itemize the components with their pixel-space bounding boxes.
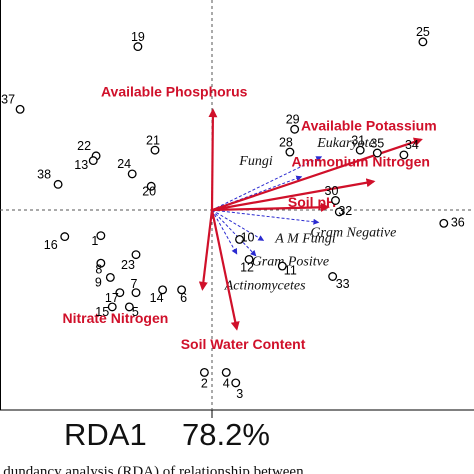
site-point-25 — [418, 37, 428, 47]
site-label-14: 14 — [150, 291, 164, 305]
site-label-12: 12 — [240, 261, 254, 275]
site-label-32: 32 — [338, 204, 352, 218]
site-label-15: 15 — [95, 305, 109, 319]
env-arrow-soil-water-content — [210, 209, 240, 331]
site-point-14 — [158, 285, 168, 295]
site-point-37 — [15, 104, 25, 114]
site-label-20: 20 — [142, 185, 156, 199]
site-label-21: 21 — [146, 133, 160, 147]
species-arrow-eukaryote — [211, 156, 323, 211]
site-label-13: 13 — [74, 158, 88, 172]
site-label-7: 7 — [131, 277, 138, 291]
site-label-23: 23 — [121, 258, 135, 272]
site-point-33 — [328, 272, 338, 281]
site-label-37: 37 — [1, 93, 15, 107]
site-label-4: 4 — [223, 377, 230, 391]
species-label-a-m-fungi: A M Fungi — [274, 231, 336, 246]
site-label-10: 10 — [241, 231, 255, 245]
site-point-31 — [355, 145, 365, 155]
species-label-fungi: Fungi — [238, 154, 273, 169]
env-label-available-potassium: Available Potassium — [301, 118, 437, 134]
site-label-11: 11 — [284, 263, 297, 277]
env-arrow-available-potassium — [211, 137, 423, 212]
env-arrow-nitrate-nitrogen — [198, 209, 214, 291]
species-arrow-actinomycetes — [211, 209, 238, 255]
env-arrow-ammonium-nitrogen — [211, 178, 376, 212]
site-label-30: 30 — [325, 184, 339, 198]
site-label-34: 34 — [405, 138, 419, 152]
site-label-9: 9 — [95, 276, 102, 290]
site-label-17: 17 — [105, 291, 119, 305]
site-point-17 — [115, 288, 125, 298]
site-point-19 — [133, 42, 143, 52]
site-point-12 — [244, 254, 254, 264]
site-point-9 — [105, 273, 115, 282]
site-label-6: 6 — [180, 291, 187, 305]
site-point-2 — [199, 368, 209, 377]
site-point-30 — [331, 196, 340, 205]
env-label-nitrate-nitrogen: Nitrate Nitrogen — [63, 310, 169, 326]
species-label-actinomycetes: Actinomycetes — [224, 279, 306, 294]
env-arrow-available-phosphorus — [208, 108, 218, 211]
site-point-1 — [96, 231, 106, 241]
site-point-4 — [221, 368, 231, 377]
site-point-32 — [334, 207, 344, 217]
site-point-3 — [231, 378, 241, 388]
species-label-eukaryote: Eukaryote — [316, 136, 375, 151]
site-point-24 — [127, 169, 137, 179]
site-point-29 — [290, 124, 300, 134]
site-label-8: 8 — [95, 262, 102, 276]
site-point-23 — [131, 250, 141, 260]
site-point-11 — [277, 261, 287, 271]
site-point-38 — [53, 179, 63, 189]
site-point-34 — [399, 150, 409, 160]
site-point-7 — [131, 288, 141, 298]
site-label-28: 28 — [279, 135, 293, 149]
site-point-6 — [177, 285, 187, 295]
site-label-24: 24 — [117, 157, 131, 171]
env-label-soil-ph: Soil pH — [288, 194, 336, 210]
species-arrow-gram-positve — [211, 209, 257, 257]
site-point-8 — [96, 258, 106, 268]
site-point-35 — [372, 148, 382, 158]
site-point-20 — [146, 181, 156, 191]
x-axis-title: RDA1 — [64, 417, 147, 452]
species-label-gram-positve: Gram Positve — [252, 255, 329, 270]
species-label-gram-negative: Gram Negative — [310, 225, 396, 240]
site-label-36: 36 — [451, 216, 465, 230]
site-point-36 — [439, 218, 449, 228]
site-point-5 — [124, 302, 134, 312]
site-label-16: 16 — [44, 238, 58, 252]
site-label-25: 25 — [416, 25, 430, 39]
site-label-29: 29 — [286, 113, 300, 127]
x-axis-variance: 78.2% — [182, 417, 270, 452]
species-arrow-gram-negative — [211, 209, 320, 225]
env-label-available-phosphorus: Available Phosphorus — [101, 83, 248, 99]
site-point-13 — [88, 156, 98, 166]
site-label-3: 3 — [236, 387, 243, 401]
figure-caption-fragment: ...dundancy analysis (RDA) of relationsh… — [0, 464, 315, 474]
site-point-15 — [107, 302, 117, 312]
env-arrow-soil-ph — [211, 202, 330, 212]
site-label-5: 5 — [132, 305, 139, 319]
site-point-10 — [235, 234, 244, 244]
site-point-28 — [285, 147, 295, 157]
site-label-22: 22 — [77, 139, 91, 153]
env-label-ammonium-nitrogen: Ammonium Nitrogen — [292, 154, 430, 170]
site-point-21 — [150, 145, 160, 155]
site-label-2: 2 — [201, 377, 208, 391]
site-label-33: 33 — [336, 277, 350, 291]
site-label-35: 35 — [370, 136, 384, 150]
site-label-31: 31 — [351, 133, 365, 147]
site-label-1: 1 — [91, 234, 98, 248]
env-label-soil-water-content: Soil Water Content — [181, 336, 306, 352]
site-label-38: 38 — [37, 168, 51, 182]
site-label-19: 19 — [131, 30, 145, 44]
site-point-16 — [60, 232, 70, 242]
environment-vectors: Available Phosphorus Available Potassium A… — [63, 83, 437, 352]
